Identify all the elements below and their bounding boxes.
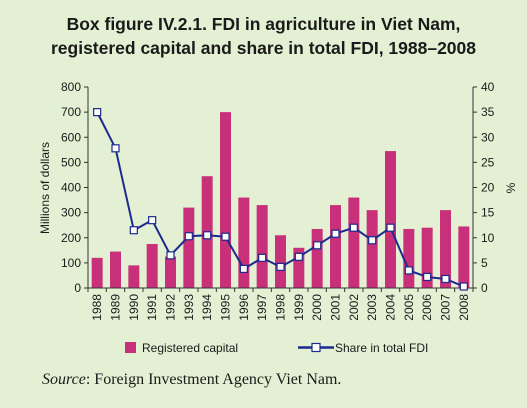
x-tick-label: 1996 xyxy=(237,294,251,321)
legend-label-registered-capital: Registered capital xyxy=(142,341,238,355)
bar-1993 xyxy=(183,207,195,288)
point-1998 xyxy=(276,262,285,271)
y-left-tick-label: 800 xyxy=(61,80,81,94)
x-tick-label: 2002 xyxy=(347,294,361,321)
y-left-tick-label: 700 xyxy=(61,105,81,119)
y-right-tick-label: 35 xyxy=(481,105,495,119)
legend: Registered capital Share in total FDI xyxy=(125,341,428,355)
bar-2000 xyxy=(311,228,323,288)
bar-1998 xyxy=(275,235,286,288)
point-1997 xyxy=(258,253,267,262)
y-axis-label-right: % xyxy=(504,182,518,193)
x-tick-label: 2003 xyxy=(365,294,379,321)
point-1999 xyxy=(294,252,303,261)
point-1989 xyxy=(111,144,120,153)
y-right-tick-label: 40 xyxy=(481,80,495,94)
point-2005 xyxy=(404,266,413,275)
y-right-tick-label: 0 xyxy=(481,281,488,295)
x-tick-label: 2005 xyxy=(402,294,416,321)
point-2006 xyxy=(423,272,432,282)
bar-2006 xyxy=(421,227,433,288)
x-tick-label: 2000 xyxy=(310,294,324,321)
point-1993 xyxy=(184,232,193,241)
x-tick-label: 1992 xyxy=(164,294,178,321)
line-layer xyxy=(93,108,468,291)
bar-2003 xyxy=(366,210,378,288)
legend-swatch-registered-capital xyxy=(125,342,136,353)
y-right-tick-label: 5 xyxy=(481,256,488,270)
y-right-tick-label: 30 xyxy=(481,130,495,144)
bar-1989 xyxy=(110,251,121,288)
bar-2008 xyxy=(458,226,470,288)
y-left-tick-label: 500 xyxy=(61,155,81,169)
point-1991 xyxy=(148,216,157,225)
y-right-tick-label: 25 xyxy=(481,155,495,169)
point-1994 xyxy=(203,231,212,240)
ticks-layer: 0 100 200 300 400 500 600 700 800 0 5 10 15 20 25 30 35 4… xyxy=(61,80,495,321)
x-tick-label: 1999 xyxy=(292,294,306,321)
x-tick-label: 1994 xyxy=(200,294,214,321)
point-2000 xyxy=(313,241,322,250)
point-2002 xyxy=(349,223,358,232)
x-tick-label: 1998 xyxy=(274,294,288,321)
x-tick-label: 1995 xyxy=(219,294,233,321)
bar-2005 xyxy=(403,228,415,288)
x-tick-label: 2001 xyxy=(329,294,343,321)
source-label: Source xyxy=(42,371,86,388)
point-2007 xyxy=(441,274,450,284)
bar-1991 xyxy=(146,244,158,288)
bar-1997 xyxy=(256,205,268,288)
bar-2007 xyxy=(440,210,451,288)
bar-1995 xyxy=(220,112,231,288)
legend-label-share: Share in total FDI xyxy=(335,341,428,355)
point-2004 xyxy=(386,223,395,232)
x-tick-label: 1988 xyxy=(90,294,104,321)
chart-title-line2: registered capital and share in total FD… xyxy=(50,38,477,58)
x-tick-label: 2004 xyxy=(384,294,398,321)
source-note: Source: Foreign Investment Agency Viet N… xyxy=(42,371,341,389)
point-1996 xyxy=(239,264,248,274)
chart-title: Box figure IV.2.1. FDI in agriculture in… xyxy=(0,12,527,60)
point-1988 xyxy=(93,108,102,117)
x-tick-label: 2006 xyxy=(420,294,434,321)
y-left-tick-label: 100 xyxy=(61,256,81,270)
bars-layer xyxy=(91,112,470,288)
bar-2002 xyxy=(348,197,360,288)
point-2001 xyxy=(331,229,340,238)
x-tick-label: 2007 xyxy=(439,294,453,321)
y-right-tick-label: 10 xyxy=(481,231,495,245)
x-tick-label: 1989 xyxy=(109,294,123,321)
y-axis-label-left: Millions of dollars xyxy=(38,142,52,234)
y-left-tick-label: 300 xyxy=(61,206,81,220)
point-1992 xyxy=(166,251,175,260)
y-left-tick-label: 0 xyxy=(74,281,81,295)
source-text: : Foreign Investment Agency Viet Nam. xyxy=(85,371,342,388)
point-2003 xyxy=(368,236,377,245)
point-1995 xyxy=(221,232,230,241)
legend-marker-share xyxy=(311,342,321,353)
point-2008 xyxy=(459,282,468,291)
x-tick-label: 1993 xyxy=(182,294,196,321)
bar-1988 xyxy=(91,257,103,288)
bar-2004 xyxy=(385,151,396,288)
y-left-tick-label: 400 xyxy=(61,181,81,195)
bar-1990 xyxy=(128,265,140,288)
y-left-tick-label: 200 xyxy=(61,231,81,245)
bar-1999 xyxy=(293,247,305,288)
y-right-tick-label: 20 xyxy=(481,181,495,195)
point-1990 xyxy=(129,226,138,235)
y-right-tick-label: 15 xyxy=(481,206,495,220)
chart-title-line1: Box figure IV.2.1. FDI in agriculture in… xyxy=(66,14,461,34)
x-tick-label: 1997 xyxy=(255,294,269,321)
bar-1996 xyxy=(238,197,250,288)
x-tick-label: 1990 xyxy=(127,294,141,321)
y-left-tick-label: 600 xyxy=(61,130,81,144)
bar-1992 xyxy=(165,256,176,288)
bar-2001 xyxy=(330,205,341,288)
x-tick-label: 1991 xyxy=(145,294,159,321)
x-tick-label: 2008 xyxy=(457,294,471,321)
